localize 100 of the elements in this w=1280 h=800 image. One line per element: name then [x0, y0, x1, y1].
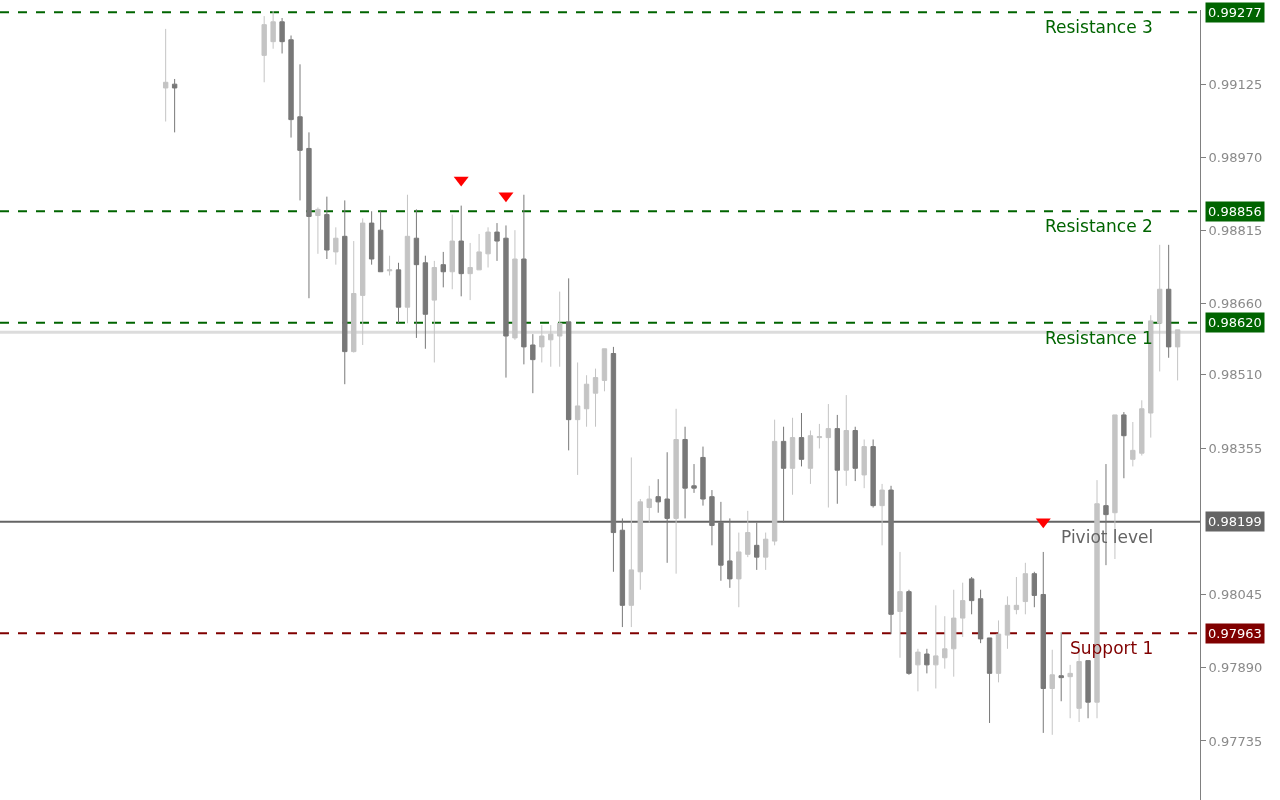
candlestick — [368, 210, 375, 266]
candlestick — [637, 498, 643, 591]
candlestick — [754, 522, 760, 571]
ref-line-label: Resistance 2 — [1045, 216, 1153, 236]
candlestick — [1004, 595, 1011, 650]
candlestick — [171, 78, 178, 133]
candlestick — [816, 423, 823, 449]
candlestick — [431, 260, 438, 363]
candlestick — [682, 426, 688, 519]
y-tick-label: 0.98660 — [1208, 296, 1263, 312]
candlestick — [942, 615, 948, 670]
candlestick — [1013, 576, 1020, 615]
y-tick-label: 0.98355 — [1208, 440, 1263, 456]
candlestick — [646, 485, 652, 524]
candlestick — [315, 207, 321, 255]
candlestick — [377, 210, 384, 273]
candlestick — [565, 277, 572, 451]
y-tick-label: 0.98045 — [1208, 587, 1263, 603]
candlestick — [557, 291, 563, 368]
text: 0.98199 — [1208, 514, 1262, 529]
candlestick — [1174, 329, 1181, 381]
y-tick-label: 0.99125 — [1208, 76, 1263, 92]
candlestick — [288, 35, 294, 139]
candlestick — [977, 589, 984, 644]
candlestick — [986, 637, 993, 724]
candlestick — [386, 255, 393, 277]
y-tick-label: 0.98510 — [1208, 367, 1263, 383]
candlestick — [449, 214, 455, 290]
y-tick-label: 0.98815 — [1208, 223, 1263, 239]
candlestick — [745, 510, 751, 558]
candlestick — [395, 262, 402, 324]
candlestick — [279, 17, 285, 54]
candlestick — [359, 217, 366, 346]
candlestick — [494, 222, 500, 262]
candlestick — [951, 589, 957, 678]
candlestick — [924, 648, 930, 674]
candlestick — [458, 205, 464, 297]
candlestick — [959, 582, 966, 638]
candlestick — [789, 417, 796, 496]
candlestick — [1130, 421, 1136, 467]
candlestick — [261, 15, 267, 83]
ref-line-label: Resistance 1 — [1045, 328, 1153, 348]
candlestick — [718, 501, 724, 582]
candlestick — [485, 226, 491, 269]
candlestick — [709, 489, 715, 546]
candlestick — [628, 456, 635, 628]
candlestick — [1058, 631, 1064, 702]
candlestick — [162, 28, 169, 123]
ref-line-label: Support 1 — [1070, 638, 1154, 658]
candlestick — [852, 426, 858, 482]
candlestick — [798, 412, 805, 467]
y-tick-label: 0.98970 — [1208, 149, 1263, 165]
candlestick — [762, 532, 769, 571]
candlestick — [664, 451, 670, 564]
candlestick — [780, 426, 787, 524]
candlestick — [619, 517, 626, 628]
candlestick — [1085, 660, 1091, 719]
candlestick — [1067, 664, 1073, 719]
candlestick — [404, 194, 411, 324]
candlestick — [324, 196, 330, 260]
candlestick — [888, 485, 894, 635]
candlestick — [879, 483, 885, 546]
candlestick — [995, 619, 1002, 683]
candlestick — [422, 255, 429, 350]
candlestick — [861, 438, 867, 489]
candlestick — [1121, 411, 1127, 479]
text: 0.97963 — [1208, 626, 1262, 641]
candlestick — [727, 517, 733, 589]
candlestick — [476, 233, 482, 271]
candlestick — [601, 348, 608, 392]
candlestick — [1031, 571, 1038, 608]
candlestick — [1049, 649, 1055, 736]
candlestick — [834, 414, 841, 505]
candlestick — [592, 368, 599, 428]
candlestick — [351, 240, 357, 354]
candlestick — [1157, 244, 1163, 372]
candlestick — [512, 229, 518, 341]
candlestick — [297, 63, 303, 201]
ref-line-label: Piviot level — [1061, 527, 1154, 547]
candlestick — [843, 394, 849, 487]
candlestick — [413, 208, 420, 339]
candlestick — [906, 589, 912, 676]
candlestick — [539, 324, 545, 363]
y-tick-label: 0.97735 — [1208, 733, 1263, 749]
candlestick — [933, 604, 939, 689]
candlestick — [1139, 399, 1145, 457]
candlestick — [691, 463, 697, 494]
text: 0.99277 — [1208, 5, 1262, 20]
candlestick — [548, 324, 554, 368]
candlestick — [870, 438, 876, 509]
candlestick — [530, 333, 536, 394]
candlestick — [342, 199, 348, 385]
candlestick — [1040, 551, 1046, 734]
candlestick — [306, 131, 312, 299]
candlestick — [968, 576, 975, 615]
candlestick — [440, 251, 446, 288]
candlestick — [915, 648, 921, 692]
candlestick — [583, 374, 590, 428]
candlestick — [736, 532, 742, 608]
candlestick — [1022, 562, 1029, 615]
